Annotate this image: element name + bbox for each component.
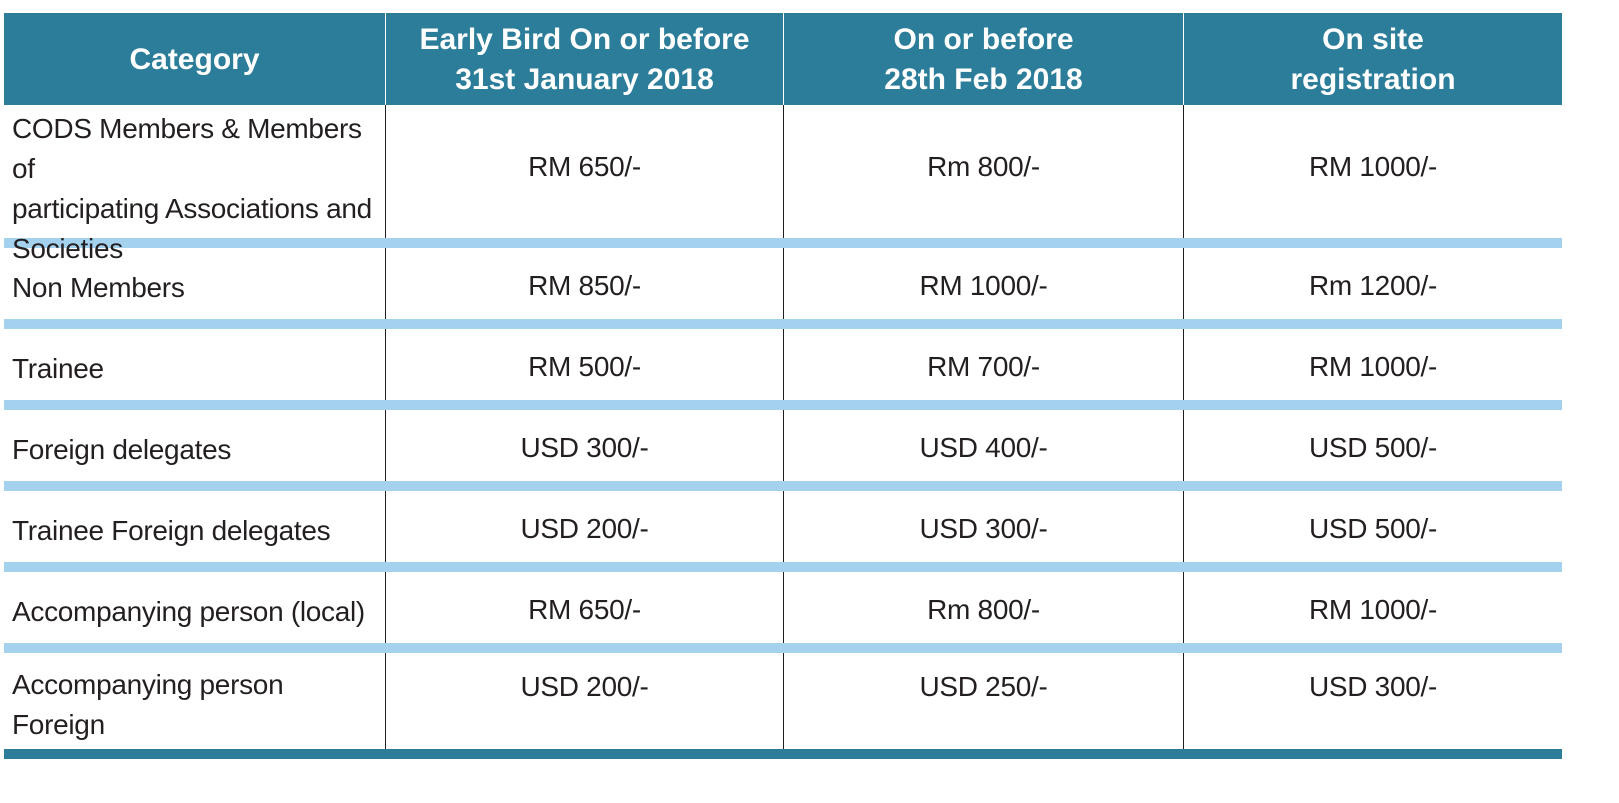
row-divider [4, 562, 1562, 572]
category-cell: CODS Members & Members of participating … [4, 105, 386, 264]
category-cell: Trainee Foreign delegates [4, 491, 386, 562]
category-cell: Non Members [4, 248, 386, 319]
category-cell: Trainee [4, 329, 386, 400]
before-feb-fee-cell: Rm 800/- [784, 572, 1184, 643]
registration-fee-table: Category Early Bird On or before 31st Ja… [4, 13, 1562, 759]
header-category: Category [4, 13, 386, 105]
table-bottom-border [4, 749, 1562, 759]
table-row: Trainee RM 500/- RM 700/- RM 1000/- [4, 329, 1562, 400]
category-cell: Foreign delegates [4, 410, 386, 481]
category-cell: Accompanying person (local) [4, 572, 386, 643]
header-on-site: On site registration [1290, 23, 1456, 96]
table-row: Accompanying person (local) RM 650/- Rm … [4, 572, 1562, 643]
table-row: Non Members RM 850/- RM 1000/- Rm 1200/- [4, 248, 1562, 319]
row-divider [4, 238, 1562, 248]
before-feb-fee-cell: RM 700/- [784, 329, 1184, 400]
early-bird-fee-cell: RM 850/- [386, 248, 784, 319]
before-feb-fee-cell: USD 300/- [784, 491, 1184, 562]
table-row: Trainee Foreign delegates USD 200/- USD … [4, 491, 1562, 562]
row-divider [4, 400, 1562, 410]
table-row: Accompanying person Foreign USD 200/- US… [4, 653, 1562, 749]
row-divider [4, 481, 1562, 491]
before-feb-fee-cell: RM 1000/- [784, 248, 1184, 319]
row-divider [4, 643, 1562, 653]
early-bird-fee-cell: RM 650/- [386, 105, 784, 238]
before-feb-fee-cell: Rm 800/- [784, 105, 1184, 238]
early-bird-fee-cell: USD 200/- [386, 491, 784, 562]
early-bird-fee-cell: USD 200/- [386, 653, 784, 749]
on-site-fee-cell: Rm 1200/- [1308, 270, 1438, 301]
row-divider [4, 319, 1562, 329]
header-early-bird: Early Bird On or before 31st January 201… [386, 13, 784, 105]
early-bird-fee-cell: RM 500/- [386, 329, 784, 400]
on-site-fee-cell: RM 1000/- [1308, 594, 1438, 625]
before-feb-fee-cell: USD 250/- [784, 653, 1184, 749]
table-row: Foreign delegates USD 300/- USD 400/- US… [4, 410, 1562, 481]
early-bird-fee-cell: RM 650/- [386, 572, 784, 643]
before-feb-fee-cell: USD 400/- [784, 410, 1184, 481]
on-site-fee-cell: USD 300/- [1308, 671, 1438, 702]
early-bird-fee-cell: USD 300/- [386, 410, 784, 481]
on-site-fee-cell: USD 500/- [1308, 513, 1438, 544]
on-site-fee-cell: USD 500/- [1308, 432, 1438, 463]
category-cell: Accompanying person Foreign [4, 653, 386, 749]
table-row: CODS Members & Members of participating … [4, 105, 1562, 264]
on-site-fee-cell: RM 1000/- [1308, 351, 1438, 382]
header-before-feb: On or before 28th Feb 2018 [784, 13, 1184, 105]
table-header-row: Category Early Bird On or before 31st Ja… [4, 13, 1562, 105]
on-site-fee-cell: RM 1000/- [1308, 151, 1438, 182]
